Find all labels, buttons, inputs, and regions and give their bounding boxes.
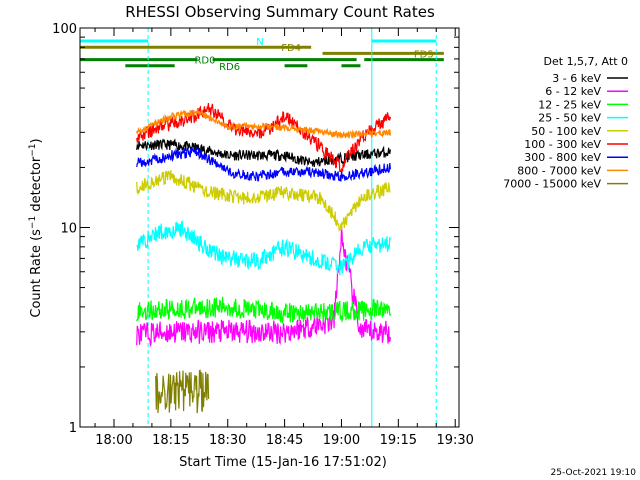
y-axis: 1 10 100 <box>52 22 459 436</box>
y-tick-label-10: 10 <box>60 222 77 237</box>
y-axis-label-sup2: −1 <box>28 143 38 156</box>
y-axis-label: Count Rate (s−1 detector−1) <box>28 138 44 317</box>
legend-label-800-7000-kev: 800 - 7000 keV <box>517 164 601 177</box>
series-100-300-kev <box>136 102 391 173</box>
legend-header: Det 1,5,7, Att 0 <box>544 55 628 68</box>
x-tick-label-18-30: 18:30 <box>209 433 246 448</box>
x-tick-label-19-00: 19:00 <box>323 433 360 448</box>
x-tick-label-18-00: 18:00 <box>95 433 132 448</box>
x-tick-label-18-15: 18:15 <box>152 433 189 448</box>
flag-label-n: N <box>256 37 263 48</box>
y-axis-label-sup1: −1 <box>28 216 38 229</box>
flag-label-fd4: FD4 <box>281 43 301 54</box>
legend-label-25-50-kev: 25 - 50 keV <box>538 112 601 125</box>
series-300-800-kev <box>136 146 391 182</box>
series-3-6-kev <box>136 138 391 168</box>
y-axis-label-part3: ) <box>29 138 44 143</box>
legend-label-3-6-kev: 3 - 6 keV <box>552 72 601 85</box>
series-12-25-kev <box>136 296 391 324</box>
series-800-7000-kev <box>136 108 391 139</box>
flag-bars: N FD4 FD5 RD0 RD6 <box>80 37 444 73</box>
x-tick-label-19-30: 19:30 <box>436 433 473 448</box>
legend-label-300-800-kev: 300 - 800 keV <box>524 151 601 164</box>
flag-label-rd6: RD6 <box>219 62 240 73</box>
y-tick-label-1: 1 <box>69 421 77 436</box>
series-50-100-kev <box>136 170 391 232</box>
y-tick-label-100: 100 <box>52 22 77 37</box>
chart-title: RHESSI Observing Summary Count Rates <box>125 3 435 21</box>
flag-label-rd0: RD0 <box>194 56 215 67</box>
legend-label-7000-15000-kev: 7000 - 15000 keV <box>503 178 601 191</box>
series-lines <box>136 102 391 414</box>
legend-label-6-12-kev: 6 - 12 keV <box>545 85 601 98</box>
y-axis-label-part2: detector <box>29 156 44 216</box>
legend-label-50-100-kev: 50 - 100 keV <box>531 125 601 138</box>
flag-label-fd5: FD5 <box>414 49 434 60</box>
x-axis-label: Start Time (15-Jan-16 17:51:02) <box>179 455 387 470</box>
x-tick-label-18-45: 18:45 <box>266 433 303 448</box>
footer-date: 25-Oct-2021 19:10 <box>551 468 637 478</box>
legend-label-100-300-kev: 100 - 300 keV <box>524 138 601 151</box>
x-tick-label-19-15: 19:15 <box>380 433 417 448</box>
series-25-50-kev <box>136 220 391 276</box>
legend-label-12-25-kev: 12 - 25 keV <box>538 98 601 111</box>
x-axis: 18:00 18:15 18:30 18:45 19:00 19:15 19:30 <box>94 28 474 448</box>
series-7000-15000-kev <box>155 369 210 414</box>
y-axis-label-part1: Count Rate (s <box>29 229 44 318</box>
